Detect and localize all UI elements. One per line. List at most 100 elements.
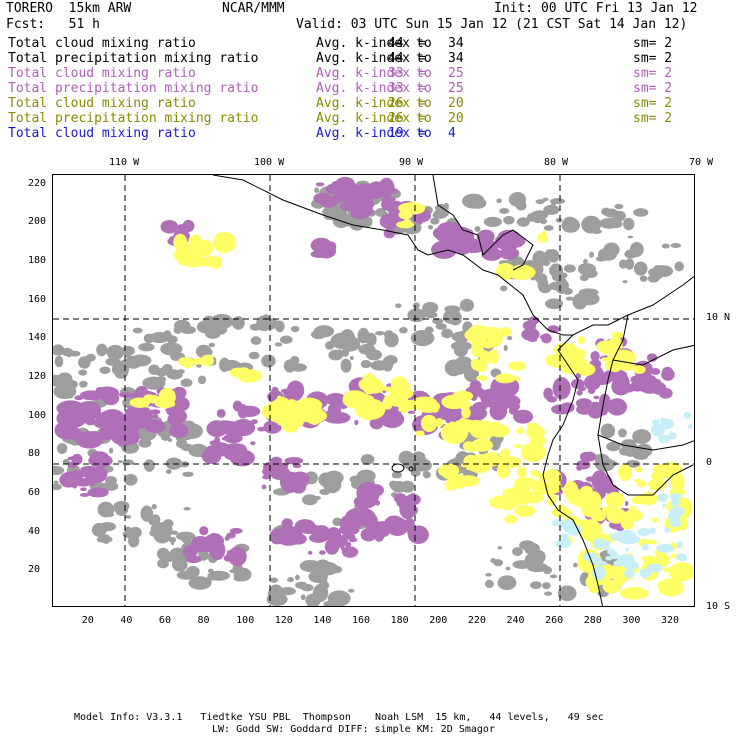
x-tick-label: 240 xyxy=(506,615,525,626)
cloud-purple-patch xyxy=(204,533,225,549)
cloud-purple-patch xyxy=(214,436,221,445)
cloud-purple-patch xyxy=(239,421,244,427)
cloud-purple-patch xyxy=(226,532,236,539)
cloud-gray-patch xyxy=(283,359,296,373)
legend-to-word: to xyxy=(416,96,432,111)
cloud-yellow-patch xyxy=(391,394,399,398)
cloud-yellow-patch xyxy=(630,495,651,505)
legend-to: 34 xyxy=(448,36,464,51)
cloud-purple-patch xyxy=(75,431,104,449)
legend-from: 19 xyxy=(388,126,404,141)
cloud-gray-patch xyxy=(176,439,188,449)
cloud-gray-patch xyxy=(250,336,262,345)
cloud-gray-patch xyxy=(474,226,481,232)
cloud-yellow-patch xyxy=(364,378,371,383)
cloud-purple-patch xyxy=(70,420,81,428)
cloud-gray-patch xyxy=(169,369,178,375)
cloud-gray-patch xyxy=(208,342,216,348)
cloud-yellow-patch xyxy=(460,400,471,409)
cloud-gray-patch xyxy=(162,519,174,529)
cloud-gray-patch xyxy=(323,600,338,606)
cloud-gray-patch xyxy=(122,530,138,539)
cloud-gray-patch xyxy=(412,302,420,310)
cloud-yellow-patch xyxy=(566,357,588,367)
cloud-purple-patch xyxy=(206,420,228,438)
cloud-gray-patch xyxy=(633,261,648,276)
cloud-gray-patch xyxy=(632,429,652,444)
cloud-lightblue-patch xyxy=(660,421,671,430)
cloud-gray-patch xyxy=(496,198,502,204)
legend-row: Total precipitation mixing ratio Avg. k-i… xyxy=(8,82,738,96)
cloud-yellow-patch xyxy=(425,424,435,430)
cloud-gray-patch xyxy=(583,269,598,278)
cloud-purple-patch xyxy=(356,481,380,505)
x-tick-label: 320 xyxy=(660,615,680,626)
cloud-gray-patch xyxy=(196,364,202,368)
cloud-gray-patch xyxy=(629,241,644,257)
latitude-label: 10 N xyxy=(706,312,731,323)
cloud-yellow-patch xyxy=(290,412,300,421)
legend-to: 4 xyxy=(448,126,456,141)
cloud-purple-patch xyxy=(624,500,629,507)
cloud-gray-patch xyxy=(117,459,123,464)
cloud-gray-patch xyxy=(563,264,576,273)
cloud-gray-patch xyxy=(132,327,143,334)
legend-row: Total precipitation mixing ratio Avg. k-i… xyxy=(8,112,738,126)
cloud-yellow-patch xyxy=(617,359,636,371)
cloud-yellow-patch xyxy=(653,466,665,479)
cloud-gray-patch xyxy=(620,439,637,451)
cloud-purple-patch xyxy=(408,510,414,514)
cloud-purple-patch xyxy=(88,453,113,468)
cloud-purple-patch xyxy=(369,417,384,430)
cloud-yellow-patch xyxy=(494,373,516,384)
x-tick-label: 280 xyxy=(583,615,602,626)
cloud-gray-patch xyxy=(365,349,382,361)
legend-to: 34 xyxy=(448,51,464,66)
cloud-purple-patch xyxy=(576,390,583,396)
cloud-gray-patch xyxy=(490,557,497,564)
cloud-purple-patch xyxy=(80,487,87,492)
model-info-line: Model Info: V3.3.1 Tiedtke YSU PBL Thomp… xyxy=(74,712,604,723)
cloud-gray-patch xyxy=(269,577,279,583)
cloud-gray-patch xyxy=(459,298,475,312)
cloud-gray-patch xyxy=(121,345,135,356)
cloud-purple-patch xyxy=(257,426,266,432)
cloud-purple-patch xyxy=(407,525,429,545)
cloud-yellow-patch xyxy=(398,397,411,414)
cloud-purple-patch xyxy=(495,415,504,420)
cloud-purple-patch xyxy=(360,527,377,542)
longitude-label: 70 W xyxy=(689,157,714,168)
cloud-gray-patch xyxy=(399,327,408,334)
cloud-gray-patch xyxy=(108,447,114,454)
cloud-purple-patch xyxy=(229,527,243,534)
legend-field: Total cloud mixing ratio xyxy=(8,66,196,81)
cloud-yellow-patch xyxy=(555,504,568,515)
cloud-purple-patch xyxy=(147,423,155,429)
cloud-yellow-patch xyxy=(236,367,252,382)
cloud-purple-patch xyxy=(630,375,643,384)
cloud-purple-patch xyxy=(407,410,416,414)
cloud-gray-patch xyxy=(330,593,347,601)
cloud-yellow-patch xyxy=(200,354,214,367)
legend-to-word: to xyxy=(416,81,432,96)
cloud-yellow-patch xyxy=(514,443,523,449)
legend-to: 25 xyxy=(448,81,464,96)
cloud-gray-patch xyxy=(149,529,161,537)
cloud-gray-patch xyxy=(266,592,288,606)
cloud-purple-patch xyxy=(330,180,343,191)
cloud-purple-patch xyxy=(221,437,227,441)
cloud-gray-patch xyxy=(407,308,426,323)
y-tick-label: 100 xyxy=(28,409,47,421)
legend-sm: sm= 2 xyxy=(633,36,673,51)
cloud-yellow-patch xyxy=(496,463,510,479)
x-tick-label: 120 xyxy=(274,615,293,626)
cloud-gray-patch xyxy=(56,442,68,454)
cloud-purple-patch xyxy=(223,554,233,562)
cloud-gray-patch xyxy=(432,318,444,325)
cloud-gray-patch xyxy=(56,372,73,386)
galapagos-island xyxy=(391,463,405,473)
cloud-yellow-patch xyxy=(517,477,524,482)
cloud-gray-patch xyxy=(210,313,234,330)
cloud-lightblue-patch xyxy=(656,543,675,553)
y-tick-label: 40 xyxy=(28,525,41,537)
